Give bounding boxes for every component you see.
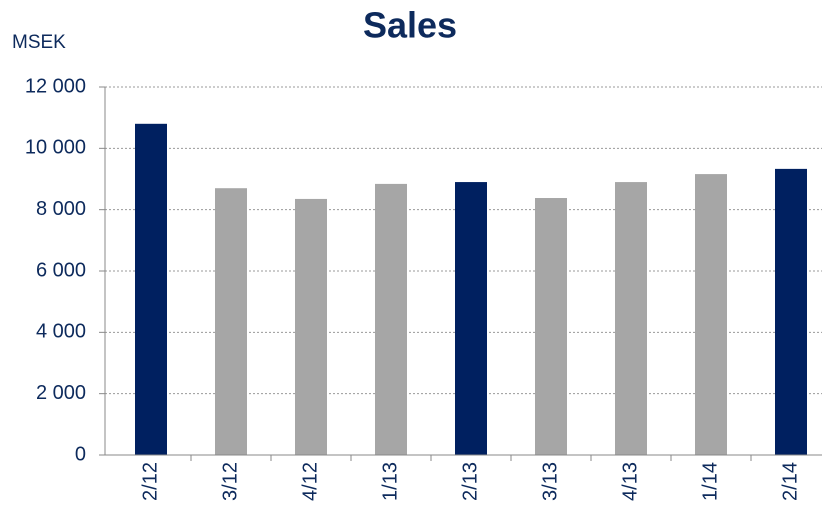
x-tick-label: 2/13 bbox=[459, 462, 481, 501]
bar bbox=[455, 182, 487, 456]
x-tick-label: 3/12 bbox=[219, 462, 241, 501]
bar bbox=[375, 183, 407, 455]
y-tick-label: 0 bbox=[75, 443, 86, 465]
y-tick-label: 6 000 bbox=[36, 259, 86, 281]
x-tick-label: 2/14 bbox=[779, 462, 801, 501]
bar bbox=[535, 198, 567, 455]
bar bbox=[775, 168, 807, 455]
y-tick-label: 8 000 bbox=[36, 198, 86, 220]
y-tick-label: 2 000 bbox=[36, 382, 86, 404]
bar bbox=[135, 123, 167, 456]
x-tick-label: 1/14 bbox=[699, 462, 721, 501]
chart-title: Sales bbox=[363, 5, 457, 46]
x-tick-label: 3/13 bbox=[539, 462, 561, 501]
bar bbox=[695, 174, 727, 456]
x-tick-label: 1/13 bbox=[379, 462, 401, 501]
x-tick-label: 2/12 bbox=[139, 462, 161, 501]
bar bbox=[615, 182, 647, 456]
x-tick-label: 4/12 bbox=[299, 462, 321, 501]
y-tick-label: 10 000 bbox=[25, 137, 86, 159]
y-tick-label: 4 000 bbox=[36, 321, 86, 343]
x-tick-label: 4/13 bbox=[619, 462, 641, 501]
y-tick-label: 12 000 bbox=[25, 75, 86, 97]
bar bbox=[295, 198, 327, 455]
bar bbox=[215, 188, 247, 455]
y-axis-label: MSEK bbox=[12, 32, 66, 53]
